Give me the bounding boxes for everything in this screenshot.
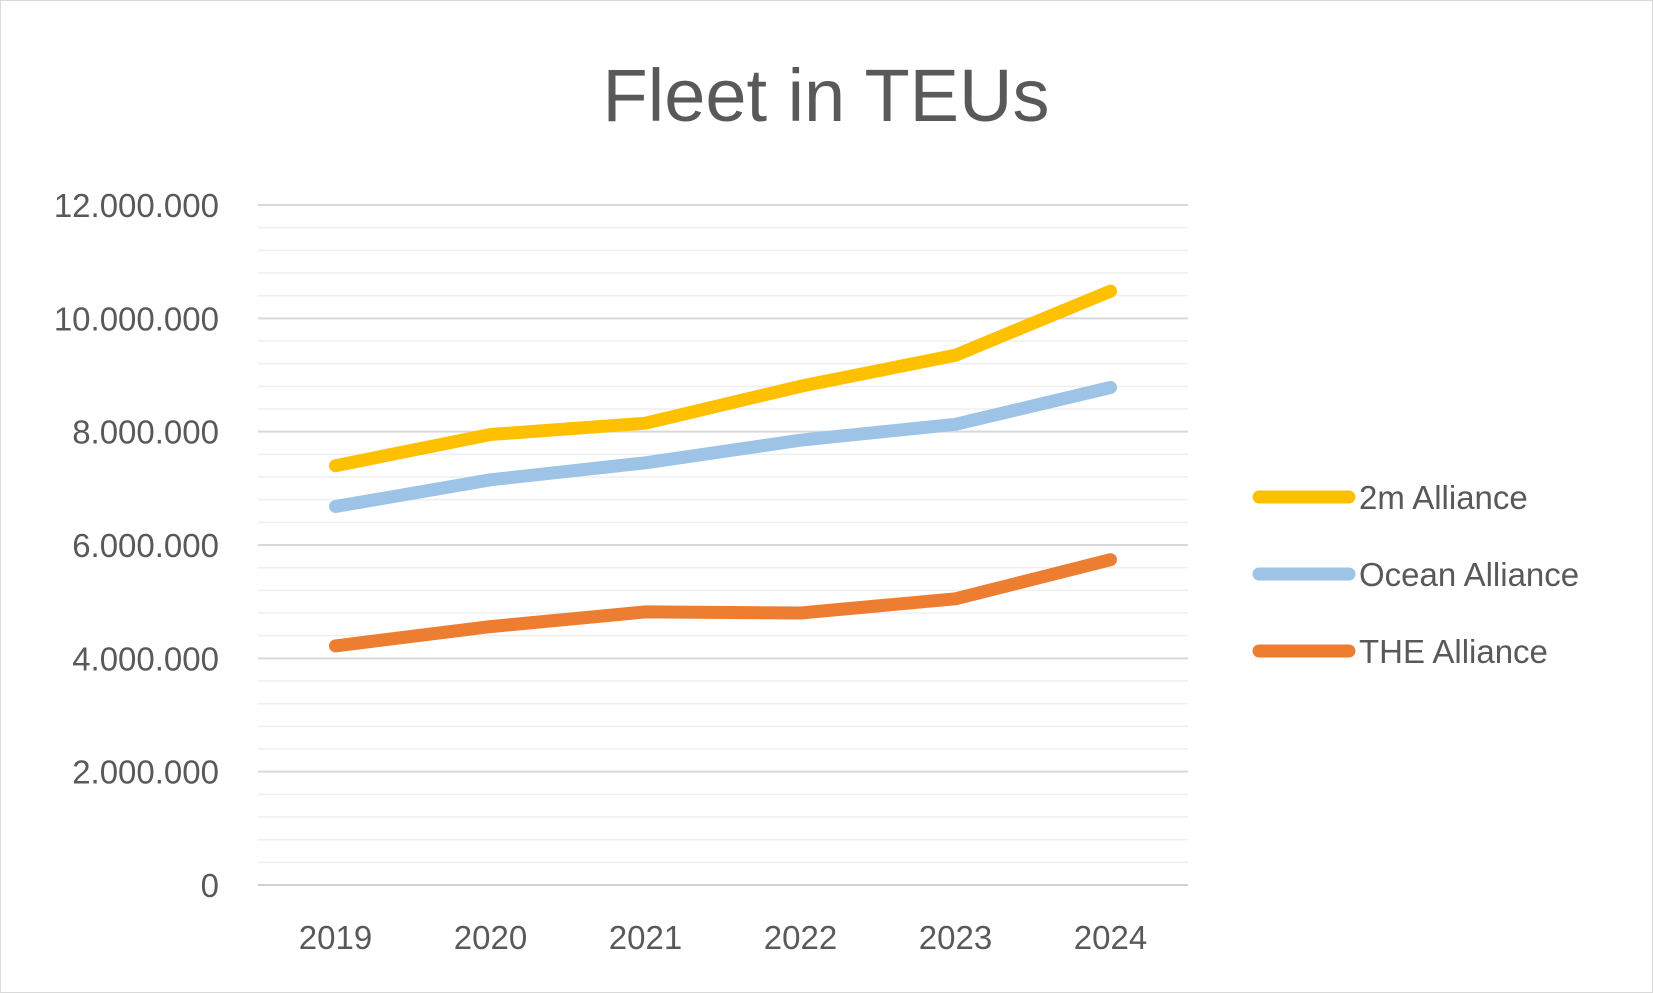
y-tick-label: 12.000.000 [54,187,219,224]
y-tick-label: 10.000.000 [54,300,219,337]
y-tick-label: 0 [201,867,219,904]
x-tick-label: 2023 [919,919,992,956]
y-tick-label: 8.000.000 [72,414,219,451]
y-tick-label: 2.000.000 [72,754,219,791]
x-tick-label: 2022 [764,919,837,956]
x-tick-label: 2021 [609,919,682,956]
x-tick-label: 2019 [299,919,372,956]
series-line-ocean-alliance [329,381,1117,513]
x-tick-label: 2024 [1074,919,1147,956]
gridlines [258,204,1188,886]
y-tick-label: 4.000.000 [72,640,219,677]
legend-label: 2m Alliance [1359,479,1528,516]
y-axis-ticks: 0 2.000.000 4.000.000 6.000.000 8.000.000 10.… [54,187,219,904]
legend-label: THE Alliance [1359,633,1548,670]
x-axis-ticks: 2019 2020 2021 2022 2023 2024 [299,919,1147,956]
legend-label: Ocean Alliance [1359,556,1579,593]
chart-title: Fleet in TEUs [603,54,1050,137]
y-tick-label: 6.000.000 [72,527,219,564]
series-lines [329,284,1117,653]
x-tick-label: 2020 [454,919,527,956]
series-line-2m-alliance [329,284,1117,473]
legend: 2m Alliance Ocean Alliance THE Alliance [1252,479,1579,670]
series-line-the-alliance [329,553,1117,653]
